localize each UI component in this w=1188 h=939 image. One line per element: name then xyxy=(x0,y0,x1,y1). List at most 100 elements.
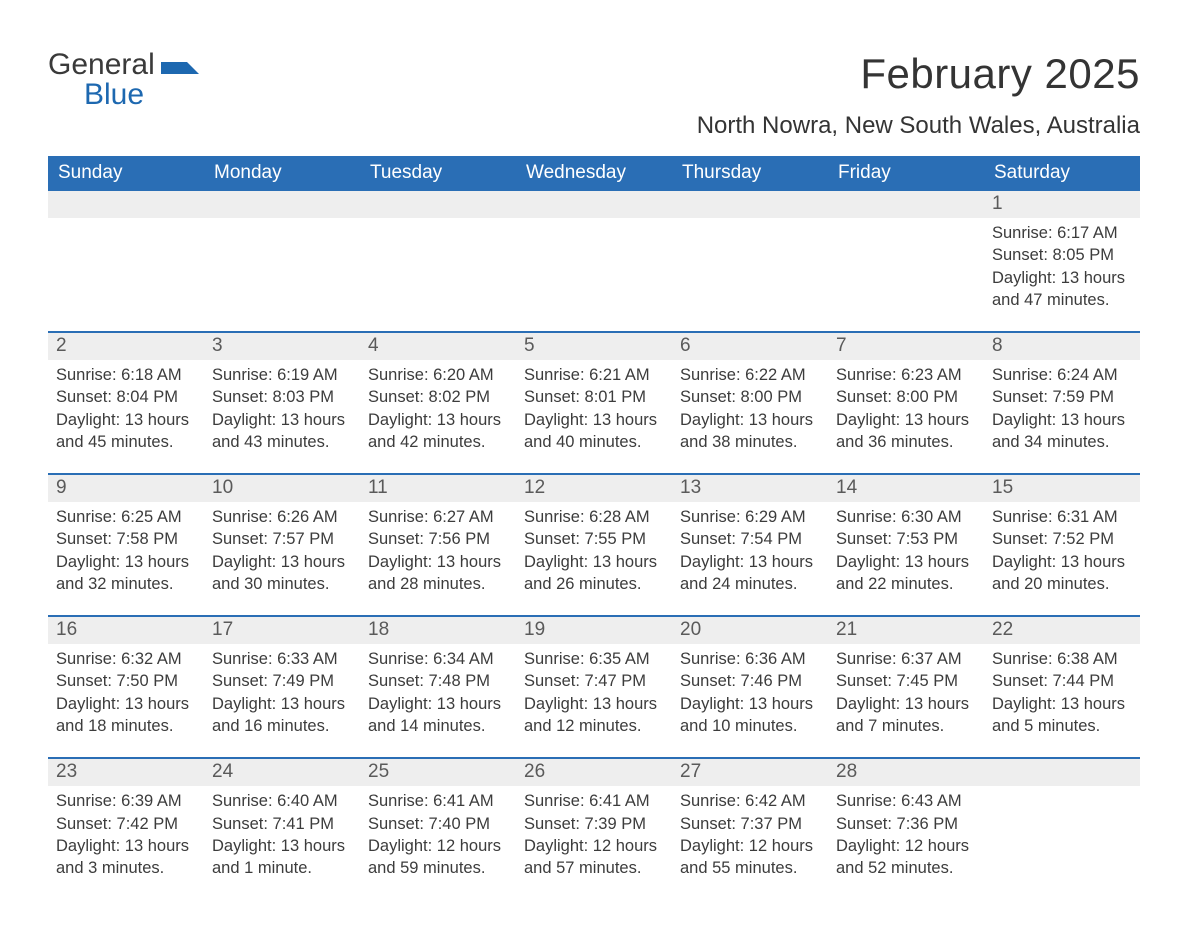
calendar-day: 6Sunrise: 6:22 AMSunset: 8:00 PMDaylight… xyxy=(672,332,828,474)
day-number: 10 xyxy=(204,475,360,502)
logo-word-blue: Blue xyxy=(84,80,155,110)
day-number: 5 xyxy=(516,333,672,360)
day-number: 7 xyxy=(828,333,984,360)
column-header: Thursday xyxy=(672,156,828,191)
day-number: 28 xyxy=(828,759,984,786)
calendar-day-empty xyxy=(204,191,360,332)
day-details: Sunrise: 6:32 AMSunset: 7:50 PMDaylight:… xyxy=(56,648,196,737)
calendar-day-empty xyxy=(48,191,204,332)
calendar-day: 11Sunrise: 6:27 AMSunset: 7:56 PMDayligh… xyxy=(360,474,516,616)
day-number: 11 xyxy=(360,475,516,502)
column-header: Wednesday xyxy=(516,156,672,191)
calendar-week: 23 Sunrise: 6:39 AMSunset: 7:42 PMDayligh… xyxy=(48,758,1140,899)
day-number: 19 xyxy=(516,617,672,644)
day-details: Sunrise: 6:29 AMSunset: 7:54 PMDaylight:… xyxy=(680,506,820,595)
day-number: 4 xyxy=(360,333,516,360)
day-details: Sunrise: 6:41 AMSunset: 7:40 PMDaylight:… xyxy=(368,790,508,879)
day-details: Sunrise: 6:24 AMSunset: 7:59 PMDaylight:… xyxy=(992,364,1132,453)
day-number: 9 xyxy=(48,475,204,502)
day-details: Sunrise: 6:35 AMSunset: 7:47 PMDaylight:… xyxy=(524,648,664,737)
calendar-day: 28 Sunrise: 6:43 AMSunset: 7:36 PMDayligh… xyxy=(828,758,984,899)
day-details: Sunrise: 6:26 AMSunset: 7:57 PMDaylight:… xyxy=(212,506,352,595)
calendar-day-empty xyxy=(828,191,984,332)
calendar-day: 13 Sunrise: 6:29 AMSunset: 7:54 PMDayligh… xyxy=(672,474,828,616)
calendar-day: 3Sunrise: 6:19 AMSunset: 8:03 PMDaylight… xyxy=(204,332,360,474)
column-header: Sunday xyxy=(48,156,204,191)
calendar-day: 2 Sunrise: 6:18 AMSunset: 8:04 PMDaylight… xyxy=(48,332,204,474)
day-details: Sunrise: 6:21 AMSunset: 8:01 PMDaylight:… xyxy=(524,364,664,453)
day-number xyxy=(672,191,828,218)
day-number: 2 xyxy=(48,333,204,360)
calendar-body: 1 Sunrise: 6:17 AMSunset: 8:05 PMDaylight… xyxy=(48,191,1140,899)
calendar-week: 2 Sunrise: 6:18 AMSunset: 8:04 PMDaylight… xyxy=(48,332,1140,474)
logo-word-general: General xyxy=(48,48,155,81)
day-details: Sunrise: 6:20 AMSunset: 8:02 PMDaylight:… xyxy=(368,364,508,453)
calendar-day: 18 Sunrise: 6:34 AMSunset: 7:48 PMDayligh… xyxy=(360,616,516,758)
day-number: 24 xyxy=(204,759,360,786)
day-number: 17 xyxy=(204,617,360,644)
day-details: Sunrise: 6:41 AMSunset: 7:39 PMDaylight:… xyxy=(524,790,664,879)
day-details: Sunrise: 6:22 AMSunset: 8:00 PMDaylight:… xyxy=(680,364,820,453)
calendar-day: 10 Sunrise: 6:26 AMSunset: 7:57 PMDayligh… xyxy=(204,474,360,616)
day-number xyxy=(48,191,204,218)
location: North Nowra, New South Wales, Australia xyxy=(697,112,1140,140)
day-number: 26 xyxy=(516,759,672,786)
day-details: Sunrise: 6:18 AMSunset: 8:04 PMDaylight:… xyxy=(56,364,196,453)
day-number: 14 xyxy=(828,475,984,502)
day-details: Sunrise: 6:42 AMSunset: 7:37 PMDaylight:… xyxy=(680,790,820,879)
day-details: Sunrise: 6:25 AMSunset: 7:58 PMDaylight:… xyxy=(56,506,196,595)
day-details: Sunrise: 6:33 AMSunset: 7:49 PMDaylight:… xyxy=(212,648,352,737)
day-number xyxy=(984,759,1140,786)
title-block: February 2025 North Nowra, New South Wal… xyxy=(697,50,1140,150)
calendar-day: 5 Sunrise: 6:21 AMSunset: 8:01 PMDaylight… xyxy=(516,332,672,474)
calendar-head: SundayMondayTuesdayWednesdayThursdayFrid… xyxy=(48,156,1140,191)
header: General Blue February 2025 North Nowra, … xyxy=(48,50,1140,150)
day-details: Sunrise: 6:37 AMSunset: 7:45 PMDaylight:… xyxy=(836,648,976,737)
day-number: 18 xyxy=(360,617,516,644)
day-number: 12 xyxy=(516,475,672,502)
day-number: 23 xyxy=(48,759,204,786)
calendar-day-empty xyxy=(672,191,828,332)
calendar-day: 19 Sunrise: 6:35 AMSunset: 7:47 PMDayligh… xyxy=(516,616,672,758)
day-details: Sunrise: 6:40 AMSunset: 7:41 PMDaylight:… xyxy=(212,790,352,879)
calendar-day: 23 Sunrise: 6:39 AMSunset: 7:42 PMDayligh… xyxy=(48,758,204,899)
day-number: 13 xyxy=(672,475,828,502)
day-details: Sunrise: 6:38 AMSunset: 7:44 PMDaylight:… xyxy=(992,648,1132,737)
calendar-table: SundayMondayTuesdayWednesdayThursdayFrid… xyxy=(48,156,1140,899)
day-number xyxy=(828,191,984,218)
calendar-day: 4 Sunrise: 6:20 AMSunset: 8:02 PMDaylight… xyxy=(360,332,516,474)
calendar-day: 22Sunrise: 6:38 AMSunset: 7:44 PMDayligh… xyxy=(984,616,1140,758)
day-number: 16 xyxy=(48,617,204,644)
day-number: 8 xyxy=(984,333,1140,360)
calendar-day: 16 Sunrise: 6:32 AMSunset: 7:50 PMDayligh… xyxy=(48,616,204,758)
day-details: Sunrise: 6:30 AMSunset: 7:53 PMDaylight:… xyxy=(836,506,976,595)
day-details: Sunrise: 6:43 AMSunset: 7:36 PMDaylight:… xyxy=(836,790,976,879)
day-details: Sunrise: 6:31 AMSunset: 7:52 PMDaylight:… xyxy=(992,506,1132,595)
day-number xyxy=(360,191,516,218)
day-number: 20 xyxy=(672,617,828,644)
day-number xyxy=(204,191,360,218)
column-header: Tuesday xyxy=(360,156,516,191)
calendar-day: 24 Sunrise: 6:40 AMSunset: 7:41 PMDayligh… xyxy=(204,758,360,899)
calendar-day: 27 Sunrise: 6:42 AMSunset: 7:37 PMDayligh… xyxy=(672,758,828,899)
calendar-day: 17 Sunrise: 6:33 AMSunset: 7:49 PMDayligh… xyxy=(204,616,360,758)
calendar-day: 9 Sunrise: 6:25 AMSunset: 7:58 PMDaylight… xyxy=(48,474,204,616)
day-details: Sunrise: 6:28 AMSunset: 7:55 PMDaylight:… xyxy=(524,506,664,595)
day-number: 27 xyxy=(672,759,828,786)
logo-text: General Blue xyxy=(48,50,155,110)
calendar-day-empty xyxy=(360,191,516,332)
day-details: Sunrise: 6:17 AMSunset: 8:05 PMDaylight:… xyxy=(992,222,1132,311)
day-number: 1 xyxy=(984,191,1140,218)
calendar-week: 16 Sunrise: 6:32 AMSunset: 7:50 PMDayligh… xyxy=(48,616,1140,758)
calendar-day: 12 Sunrise: 6:28 AMSunset: 7:55 PMDayligh… xyxy=(516,474,672,616)
day-details: Sunrise: 6:39 AMSunset: 7:42 PMDaylight:… xyxy=(56,790,196,879)
day-details: Sunrise: 6:34 AMSunset: 7:48 PMDaylight:… xyxy=(368,648,508,737)
calendar-day: 1 Sunrise: 6:17 AMSunset: 8:05 PMDaylight… xyxy=(984,191,1140,332)
calendar-week: 1 Sunrise: 6:17 AMSunset: 8:05 PMDaylight… xyxy=(48,191,1140,332)
day-number xyxy=(516,191,672,218)
day-number: 3 xyxy=(204,333,360,360)
day-number: 25 xyxy=(360,759,516,786)
calendar-day-empty xyxy=(984,758,1140,899)
calendar-week: 9 Sunrise: 6:25 AMSunset: 7:58 PMDaylight… xyxy=(48,474,1140,616)
calendar-day: 21Sunrise: 6:37 AMSunset: 7:45 PMDayligh… xyxy=(828,616,984,758)
